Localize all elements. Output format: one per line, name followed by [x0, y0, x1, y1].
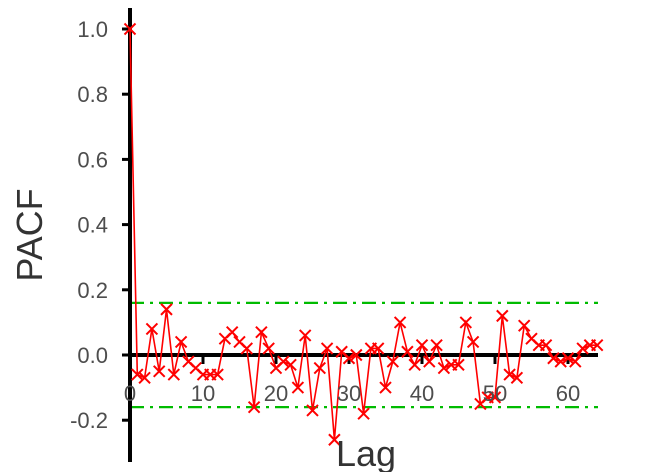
pacf-point [131, 368, 144, 381]
x-tick-label: 0 [124, 381, 136, 406]
pacf-point [393, 316, 407, 329]
y-tick-label: 0.0 [77, 343, 108, 368]
pacf-point [342, 352, 356, 365]
pacf-point [590, 339, 604, 352]
pacf-point [517, 319, 531, 332]
y-tick-label: 0.4 [77, 213, 108, 238]
y-axis-title: PACF [9, 188, 50, 281]
pacf-point [379, 381, 392, 394]
y-tick-label: 0.8 [77, 82, 108, 107]
pacf-series [123, 22, 604, 446]
x-tick-label: 40 [410, 381, 434, 406]
pacf-point [328, 433, 341, 446]
y-tick-label: -0.2 [70, 408, 108, 433]
pacf-point [510, 371, 524, 385]
pacf-point [386, 355, 400, 368]
pacf-point [408, 358, 421, 371]
pacf-point [284, 358, 297, 371]
pacf-point [167, 368, 181, 381]
pacf-point [262, 342, 275, 355]
pacf-point [306, 404, 319, 417]
pacf-point [371, 342, 385, 355]
pacf-point [247, 400, 261, 414]
pacf-point [160, 303, 173, 316]
x-tick-label: 50 [483, 381, 507, 406]
y-tick-label: 1.0 [77, 17, 108, 42]
pacf-point [488, 391, 502, 404]
pacf-point [547, 352, 560, 365]
pacf-point [152, 365, 166, 378]
pacf-point [225, 325, 239, 339]
pacf-point [401, 345, 414, 358]
pacf-point [313, 361, 327, 375]
pacf-point [569, 355, 582, 368]
pacf-point [496, 309, 509, 323]
pacf-point [459, 316, 473, 329]
pacf-point [539, 339, 553, 352]
pacf-point [554, 355, 567, 368]
pacf-point [277, 355, 290, 368]
pacf-point [320, 342, 334, 355]
pacf-point [350, 348, 363, 362]
x-tick-label: 60 [556, 381, 580, 406]
x-tick-label: 30 [337, 381, 361, 406]
pacf-point [211, 368, 224, 381]
pacf-point [138, 371, 151, 385]
x-tick-label: 10 [191, 381, 215, 406]
pacf-point [291, 381, 305, 394]
pacf-point [415, 339, 429, 352]
x-axis-title: Lag [336, 433, 396, 472]
pacf-point [430, 339, 443, 352]
x-tick-label: 20 [264, 381, 288, 406]
pacf-point [576, 342, 589, 355]
pacf-point [466, 335, 480, 349]
pacf-point [423, 355, 436, 368]
pacf-point [437, 361, 451, 375]
pacf-point [503, 368, 516, 381]
pacf-point [561, 352, 575, 365]
y-tick-label: 0.6 [77, 147, 108, 172]
pacf-point [174, 335, 188, 349]
pacf-point [145, 322, 159, 336]
pacf-point [255, 325, 268, 339]
tick-labels: -0.2 0.0 0.2 0.4 0.6 0.8 1.0 0 10 20 30 40 50 60 [70, 17, 580, 433]
pacf-point [452, 358, 465, 371]
pacf-point [298, 329, 312, 342]
pacf-point [123, 22, 137, 36]
pacf-point [357, 407, 370, 420]
pacf-point [240, 342, 254, 355]
y-tick-label: 0.2 [77, 278, 108, 303]
